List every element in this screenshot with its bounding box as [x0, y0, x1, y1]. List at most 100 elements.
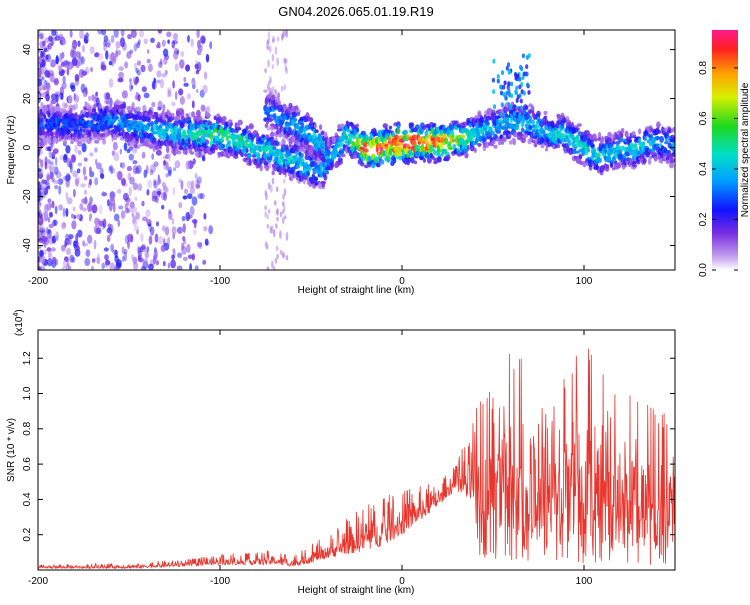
- spectrogram-cell: [577, 123, 582, 127]
- spectrogram-cell: [86, 102, 91, 110]
- spectrogram-cell: [55, 30, 58, 37]
- spectrogram-cell: [276, 57, 280, 67]
- spectrogram-cell: [83, 157, 88, 162]
- spectrogram-cell: [161, 73, 167, 78]
- spectrogram-cell: [94, 158, 98, 165]
- spectrogram-cell: [271, 94, 276, 101]
- spectrogram-cell: [51, 256, 57, 264]
- spectrogram-cell: [155, 125, 159, 131]
- spectrogram-cell: [128, 186, 132, 197]
- spectrogram-cell: [208, 225, 214, 235]
- spectrogram-cell: [66, 157, 72, 168]
- spectrogram-cells: [38, 30, 675, 270]
- spectrogram-cell: [127, 172, 132, 181]
- spectrogram-cell: [163, 57, 168, 65]
- spectrogram-cell: [187, 35, 190, 43]
- spectrogram-cell: [264, 205, 267, 211]
- spectrogram-cell: [500, 141, 505, 145]
- spectrogram-cell: [143, 258, 148, 265]
- spectrogram-cell: [121, 246, 125, 255]
- spectrogram-cell: [127, 233, 133, 243]
- spectrogram-cell: [62, 139, 68, 144]
- spectrogram-cell: [38, 30, 41, 37]
- spectrogram-cell: [219, 151, 225, 157]
- spectrogram-cell: [278, 100, 281, 106]
- spectrogram-cell: [606, 164, 610, 169]
- spectrogram-cell: [45, 226, 49, 234]
- spectrogram-cell: [268, 45, 272, 53]
- spectrogram-cell: [60, 244, 66, 252]
- spectrogram-cell: [410, 156, 415, 164]
- spectrogram-cell: [492, 89, 496, 94]
- spectrogram-cell: [525, 105, 529, 110]
- spectrogram-cell: [428, 145, 434, 152]
- spectrogram-cell: [642, 157, 647, 164]
- spectrogram-cell: [104, 254, 109, 261]
- spectrogram-cell: [39, 32, 45, 40]
- spectrogram-cell: [195, 179, 200, 185]
- spectrogram-cell: [514, 90, 519, 96]
- spectrogram-cell: [74, 144, 78, 154]
- spectrogram-cell: [507, 81, 511, 87]
- spectrogram-cell: [229, 128, 235, 133]
- spectrogram-cell: [398, 150, 402, 156]
- spectrogram-cell: [67, 61, 74, 70]
- spectrogram-cell: [73, 92, 77, 102]
- spectrogram-cell: [134, 62, 138, 71]
- spectrogram-cell: [183, 76, 187, 83]
- spectrogram-cell: [63, 154, 68, 163]
- spectrogram-cell: [184, 150, 188, 155]
- spectrogram-cell: [502, 92, 506, 97]
- spectrogram-cell: [241, 138, 245, 146]
- spectrogram-cell: [128, 146, 133, 151]
- spectrogram-cell: [612, 140, 615, 144]
- spectrogram-cell: [61, 82, 67, 90]
- spectrogram-cell: [432, 122, 437, 128]
- spectrogram-cell: [55, 231, 59, 241]
- spectrogram-cell: [165, 173, 169, 178]
- spectrogram-cell: [285, 231, 289, 241]
- spectrogram-cell: [54, 35, 61, 41]
- spectrogram-cell: [70, 140, 74, 145]
- spectrogram-cell: [178, 88, 184, 96]
- spectrogram-cell: [79, 203, 84, 211]
- spectrogram-cell: [103, 92, 109, 101]
- spectrogram-cell: [392, 157, 397, 164]
- spectrogram-cell: [518, 112, 522, 118]
- spectrogram-cell: [155, 221, 160, 227]
- spectrogram-cell: [209, 133, 213, 141]
- spectrogram-cell: [124, 234, 129, 244]
- spectrogram-cell: [248, 124, 254, 129]
- spectrogram-cell: [41, 58, 46, 67]
- spectrogram-cell: [237, 119, 243, 126]
- spectrogram-cell: [139, 121, 144, 128]
- spectrogram-cell: [670, 158, 675, 163]
- spectrogram-cell: [485, 121, 490, 126]
- spectrogram-cell: [49, 73, 55, 83]
- spectrogram-cell: [672, 128, 675, 133]
- spectrogram-cell: [54, 185, 59, 190]
- y-tick-label: 0.2: [22, 527, 33, 541]
- spectrogram-cell: [502, 136, 507, 143]
- spectrogram-cell: [156, 79, 161, 84]
- y-tick-label: 0.8: [22, 421, 33, 435]
- spectrogram-cell: [41, 187, 45, 198]
- spectrogram-cell: [209, 41, 213, 49]
- spectrogram-cell: [74, 176, 81, 184]
- spectrogram-cell: [161, 181, 166, 188]
- spectrogram-cell: [491, 77, 495, 83]
- spectrogram-cell: [399, 142, 404, 146]
- spectrogram-cell: [163, 191, 168, 202]
- spectrogram-cell: [146, 189, 150, 196]
- spectrogram-cell: [97, 30, 103, 35]
- spectrogram-cell: [518, 93, 522, 99]
- spectrogram-cell: [135, 134, 140, 141]
- spectrogram-cell: [221, 116, 227, 121]
- spectrogram-cell: [197, 193, 203, 199]
- x-tick-label: 100: [576, 576, 593, 587]
- spectrogram-cell: [48, 223, 54, 229]
- spectrogram-cell: [106, 235, 111, 242]
- spectrogram-cell: [464, 152, 469, 159]
- spectrogram-cell: [522, 71, 526, 77]
- spectrogram-cell: [38, 56, 43, 65]
